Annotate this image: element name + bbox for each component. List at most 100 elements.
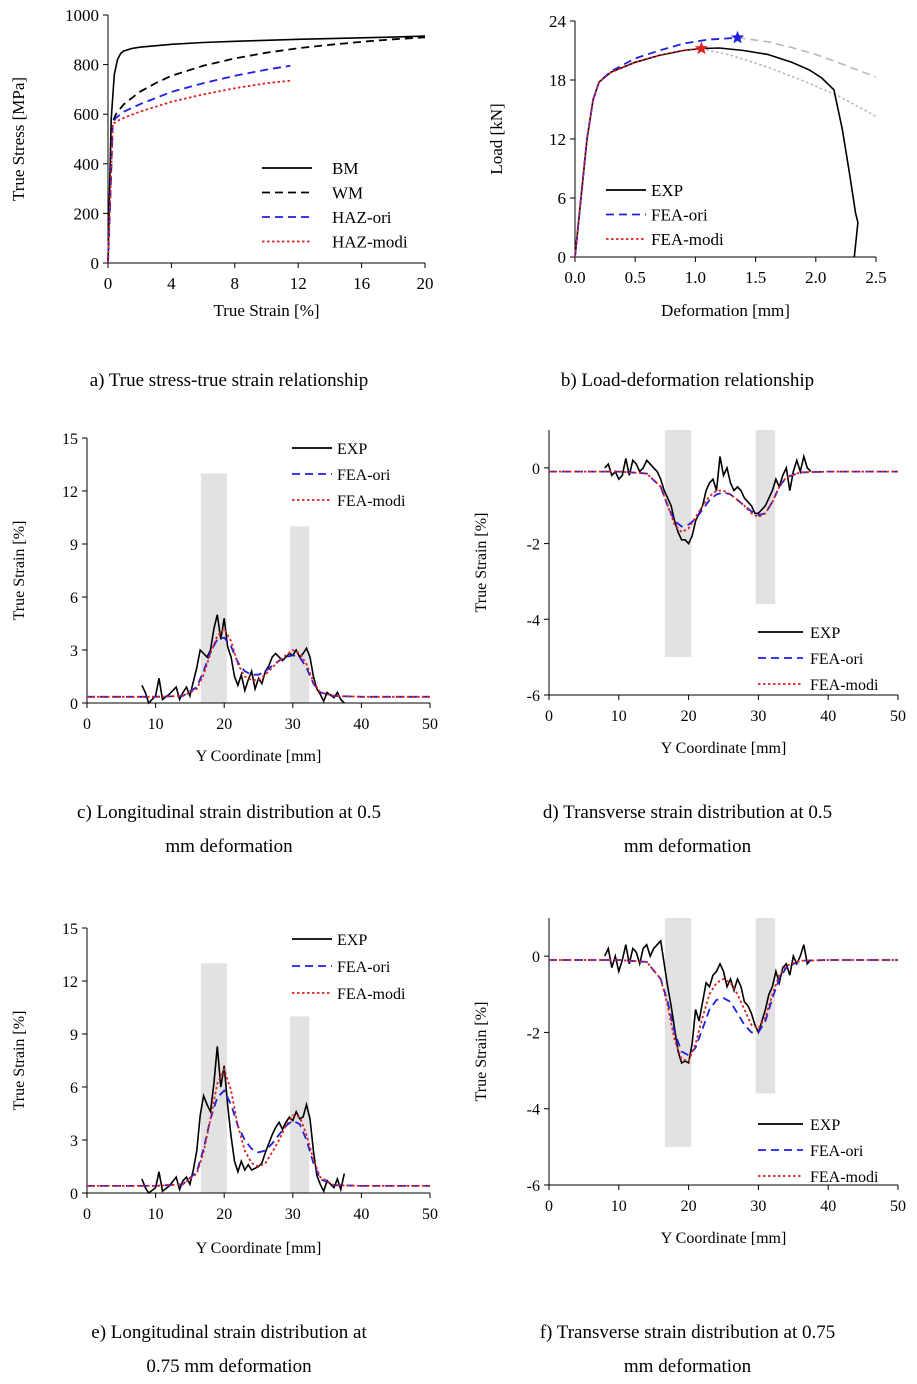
y-tick-label: 200 <box>74 204 100 223</box>
x-tick-label: 0 <box>83 1206 91 1223</box>
chart-panel-d: 0 10 20 30 40 50 -6 -4 -2 0 Y Coordinate [mm] True … <box>458 420 917 790</box>
y-axis-label: True Strain [%] <box>473 513 490 613</box>
x-tick-label: 40 <box>353 716 369 733</box>
legend-label: FEA-ori <box>810 651 864 668</box>
caption-f-line2: mm deformation <box>623 1356 752 1377</box>
y-tick-label: 1000 <box>65 6 99 25</box>
series-line-fea-modi <box>574 47 702 258</box>
legend-label: BM <box>332 159 358 178</box>
y-axis-label: True Stress [MPa] <box>9 77 28 201</box>
caption-c-line2: mm deformation <box>165 836 293 857</box>
caption-b: b) Load-deformation relationship <box>458 364 917 398</box>
x-tick-label: 0.0 <box>564 268 585 287</box>
x-tick-label: 50 <box>890 708 906 725</box>
caption-a-text: a) True stress-true strain relationship <box>89 370 369 391</box>
legend-label: FEA-ori <box>337 467 391 484</box>
legend-label: EXP <box>337 932 367 949</box>
legend: EXP FEA-ori FEA-modi <box>292 932 406 1003</box>
y-tick-label: 3 <box>70 1133 78 1150</box>
legend-label: FEA-modi <box>337 493 406 510</box>
x-tick-label: 30 <box>750 708 766 725</box>
y-tick-label: 18 <box>549 71 566 90</box>
caption-b-text: b) Load-deformation relationship <box>560 370 815 391</box>
series-line-wm <box>107 36 426 264</box>
y-tick-label: 9 <box>70 1027 78 1044</box>
legend-label: EXP <box>810 625 840 642</box>
weld-zone-band-1 <box>664 430 692 658</box>
weld-zone-band-2 <box>290 1016 310 1193</box>
x-tick-label: 20 <box>216 1206 232 1223</box>
x-tick-label: 2.0 <box>805 268 826 287</box>
y-tick-label: 15 <box>62 921 78 938</box>
series-line-fea-ori <box>87 1088 430 1187</box>
x-tick-label: 10 <box>148 716 164 733</box>
legend-label: EXP <box>810 1117 840 1134</box>
series-line-haz-ori <box>107 64 291 264</box>
x-tick-label: 0 <box>83 716 91 733</box>
legend-label: HAZ-ori <box>332 208 392 227</box>
x-axis-label: Y Coordinate [mm] <box>661 1230 787 1247</box>
extension-line-1 <box>737 36 877 78</box>
y-axis-label: Load [kN] <box>487 103 506 174</box>
y-tick-label: -2 <box>527 537 540 554</box>
caption-f-line1: f) Transverse strain distribution at 0.7… <box>539 1322 836 1343</box>
caption-e: e) Longitudinal strain distribution at 0… <box>0 1316 458 1384</box>
x-tick-label: 10 <box>148 1206 164 1223</box>
series-line-exp <box>604 453 812 546</box>
chart-panel-c: 0 10 20 30 40 50 0 3 6 9 12 15 Y Coordinate [mm] True… <box>0 420 458 790</box>
y-tick-label: 15 <box>62 431 78 448</box>
series-line-fea-ori <box>87 636 430 698</box>
x-axis-label: Y Coordinate [mm] <box>196 748 322 765</box>
series-line-fea-modi <box>87 1066 430 1187</box>
y-tick-label: 0 <box>70 1186 78 1203</box>
y-tick-label: 400 <box>74 155 100 174</box>
chart-panel-f: 0 10 20 30 40 50 -6 -4 -2 0 Y Coordinate [mm] True … <box>458 906 917 1276</box>
x-tick-label: 16 <box>353 274 370 293</box>
x-tick-label: 50 <box>422 716 438 733</box>
series-line-fea-modi <box>87 627 430 698</box>
x-tick-label: 0.5 <box>625 268 646 287</box>
y-tick-label: 0 <box>91 254 100 273</box>
x-tick-label: 10 <box>611 1198 627 1215</box>
y-tick-label: -2 <box>527 1025 540 1042</box>
x-tick-label: 10 <box>611 708 627 725</box>
x-tick-label: 0 <box>104 274 113 293</box>
y-tick-label: -4 <box>527 1102 540 1119</box>
x-tick-label: 1.0 <box>685 268 706 287</box>
y-tick-label: 6 <box>70 1080 78 1097</box>
y-tick-label: 600 <box>74 105 100 124</box>
peak-star-marker-2 <box>694 41 709 55</box>
series-line-fea-ori <box>549 470 898 528</box>
series-line-fea-modi <box>549 959 898 1063</box>
legend-label: EXP <box>651 181 683 200</box>
x-tick-label: 0 <box>545 1198 553 1215</box>
y-tick-label: 0 <box>558 248 567 267</box>
x-tick-label: 20 <box>216 716 232 733</box>
caption-e-line2: 0.75 mm deformation <box>146 1356 312 1377</box>
legend: BM WM HAZ-ori HAZ-modi <box>262 159 408 252</box>
peak-star-marker-1 <box>730 30 745 44</box>
x-axis-label: True Strain [%] <box>213 301 319 320</box>
weld-zone-band-1 <box>664 918 692 1147</box>
y-axis-label: True Strain [%] <box>11 1011 28 1111</box>
legend-label: WM <box>332 184 363 203</box>
y-tick-label: 0 <box>70 696 78 713</box>
series-line-exp <box>141 1046 346 1195</box>
x-tick-label: 50 <box>890 1198 906 1215</box>
series-line-fea-ori <box>574 36 738 258</box>
chart-panel-e: 0 10 20 30 40 50 0 3 6 9 12 15 Y Coordinate [mm] True… <box>0 906 458 1276</box>
y-tick-label: 9 <box>70 537 78 554</box>
series-line-exp <box>574 47 859 258</box>
x-tick-label: 50 <box>422 1206 438 1223</box>
legend: EXP FEA-ori FEA-modi <box>292 441 406 510</box>
x-tick-label: 0 <box>545 708 553 725</box>
y-axis-label: True Strain [%] <box>473 1002 490 1102</box>
series-line-exp <box>141 614 345 705</box>
y-tick-label: 0 <box>532 461 540 478</box>
caption-d-line2: mm deformation <box>623 836 752 857</box>
series-line-fea-modi <box>549 470 898 534</box>
caption-e-line1: e) Longitudinal strain distribution at <box>91 1322 367 1343</box>
extension-line-2 <box>701 47 877 118</box>
caption-a: a) True stress-true strain relationship <box>0 364 458 398</box>
weld-zone-band-2 <box>755 918 776 1094</box>
